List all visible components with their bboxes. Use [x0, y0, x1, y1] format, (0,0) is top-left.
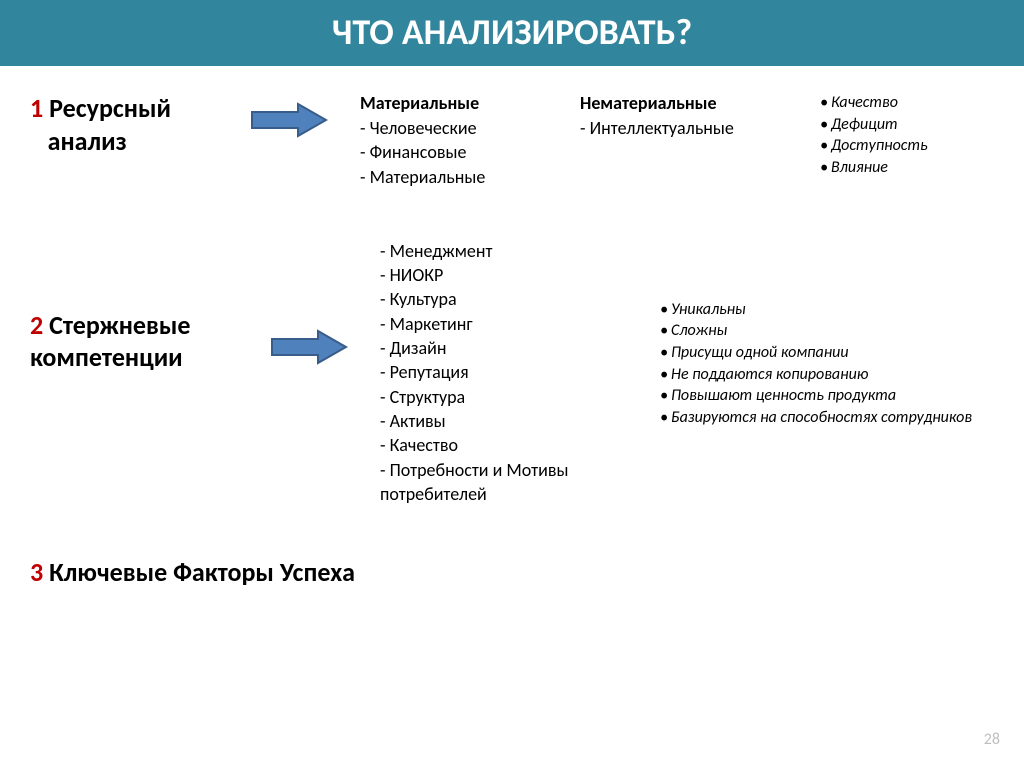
slide-content: 1 Ресурсный анализ Материальные - Челове…: [0, 66, 1024, 588]
list-item: - Материальные: [360, 165, 540, 189]
section-1-title-line2: анализ: [48, 125, 127, 157]
list-item: - Финансовые: [360, 140, 540, 164]
col-b-list: - Интеллектуальные: [580, 116, 780, 140]
section-1: 1 Ресурсный анализ Материальные - Челове…: [30, 92, 1004, 189]
list-item: - Потребности и Мотивы потребителей: [380, 458, 630, 507]
list-item: - Репутация: [380, 360, 630, 384]
section-1-col-b: Нематериальные - Интеллектуальные: [580, 92, 780, 140]
section-1-number: 1: [30, 92, 43, 124]
list-item: - Качество: [380, 433, 630, 457]
section-2-title: 2 Стержневые компетенции: [30, 239, 270, 374]
bullet-item: Присущи одной компании: [660, 342, 972, 364]
slide-header: ЧТО АНАЛИЗИРОВАТЬ?: [0, 0, 1024, 66]
section-1-title: 1 Ресурсный анализ: [30, 92, 250, 157]
list-item: - НИОКР: [380, 263, 630, 287]
arrow-2-container: [270, 239, 380, 370]
arrow-right-icon: [270, 329, 348, 365]
section-2: 2 Стержневые компетенции - Менеджмент- Н…: [30, 239, 1004, 506]
bullet-item: Дефицит: [820, 114, 928, 136]
bullet-item: Доступность: [820, 135, 928, 157]
section-3-number: 3: [30, 556, 43, 588]
col-b-heading: Нематериальные: [580, 92, 780, 114]
section-2-title-line1: Стержневые: [43, 309, 190, 341]
list-item: - Активы: [380, 409, 630, 433]
list-item: - Интеллектуальные: [580, 116, 780, 140]
arrow-right-icon: [250, 102, 328, 138]
page-number: 28: [984, 730, 1000, 749]
section-1-title-line1: Ресурсный: [43, 92, 171, 124]
arrow-1-container: [250, 92, 360, 143]
list-item: - Менеджмент: [380, 239, 630, 263]
list-item: - Структура: [380, 385, 630, 409]
section-3-title: Ключевые Факторы Успеха: [43, 556, 355, 588]
section-2-number: 2: [30, 309, 43, 341]
bullet-item: Уникальны: [660, 299, 972, 321]
bullet-item: Повышают ценность продукта: [660, 385, 972, 407]
list-item: - Маркетинг: [380, 312, 630, 336]
section-1-columns: Материальные - Человеческие- Финансовые-…: [360, 92, 1004, 189]
section-1-col-c: КачествоДефицитДоступностьВлияние: [820, 92, 928, 178]
list-item: - Дизайн: [380, 336, 630, 360]
col-a-list: - Человеческие- Финансовые- Материальные: [360, 116, 540, 189]
bullet-item: Не поддаются копированию: [660, 364, 972, 386]
section-2-col-b: УникальныСложныПрисущи одной компанииНе …: [660, 239, 972, 429]
bullet-item: Влияние: [820, 157, 928, 179]
bullet-item: Сложны: [660, 320, 972, 342]
bullet-item: Базируются на способностях сотрудников: [660, 407, 972, 429]
bullet-item: Качество: [820, 92, 928, 114]
section-2-col-a: - Менеджмент- НИОКР- Культура- Маркетинг…: [380, 239, 630, 506]
list-item: - Культура: [380, 287, 630, 311]
section-2-columns: - Менеджмент- НИОКР- Культура- Маркетинг…: [380, 239, 972, 506]
col-a-heading: Материальные: [360, 92, 540, 114]
section-3: 3 Ключевые Факторы Успеха: [30, 556, 1004, 588]
section-2-title-line2: компетенции: [30, 341, 183, 373]
list-item: - Человеческие: [360, 116, 540, 140]
section-1-col-a: Материальные - Человеческие- Финансовые-…: [360, 92, 540, 189]
